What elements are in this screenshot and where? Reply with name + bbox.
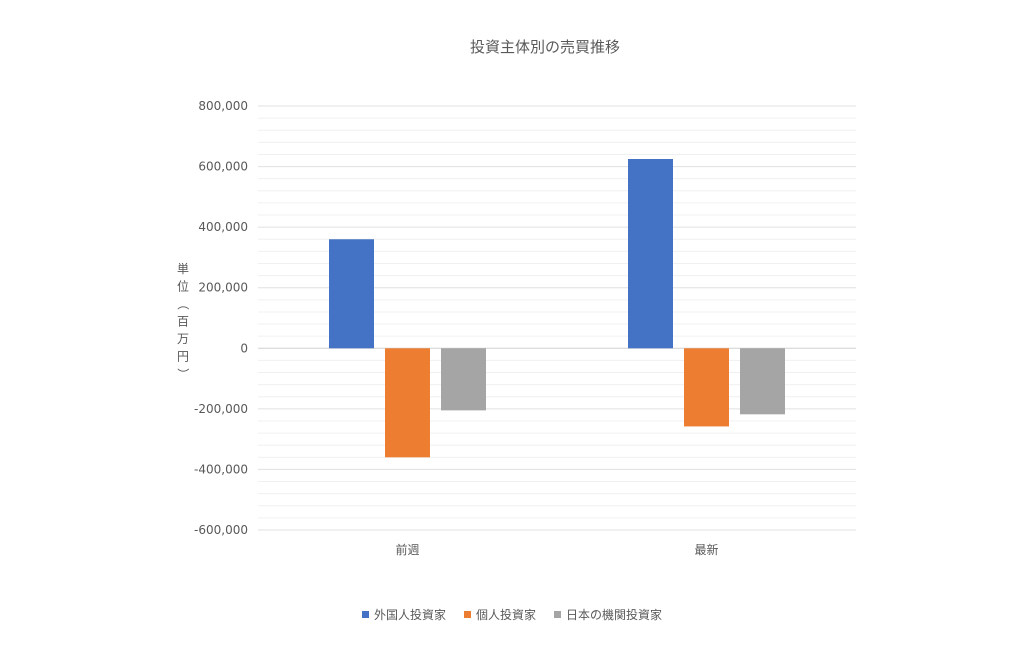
y-tick-label: -200,000 (194, 402, 248, 416)
x-axis-ticks: 前週 最新 (395, 542, 718, 557)
y-tick-label: 200,000 (198, 281, 248, 295)
y-tick-label: 400,000 (198, 220, 248, 234)
bar (628, 159, 673, 349)
y-axis-label-char: 万 (177, 332, 189, 346)
legend-label: 日本の機関投資家 (566, 608, 663, 622)
bars (329, 159, 785, 458)
y-axis-label-char: ） (176, 368, 190, 380)
y-axis-ticks: 800,000 600,000 400,000 200,000 0 -200,000 -40… (194, 99, 248, 537)
legend-swatch (463, 611, 471, 618)
legend-entry: 日本の機関投資家 (554, 606, 662, 623)
y-axis-label-char: 百 (177, 315, 189, 329)
legend-entry: 個人投資家 (463, 606, 536, 623)
x-tick-label: 最新 (694, 542, 718, 557)
gridlines (258, 105, 856, 531)
legend: 外国人投資家 個人投資家 日本の機関投資家 (0, 606, 1024, 623)
chart-title: 投資主体別の売買推移 (470, 38, 620, 56)
legend-label: 個人投資家 (475, 608, 536, 622)
bar (329, 239, 374, 349)
y-axis-label-char: 円 (177, 350, 189, 364)
y-axis-label-char: 位 (177, 279, 189, 294)
y-tick-label: 800,000 (198, 99, 248, 113)
legend-swatch (361, 611, 369, 618)
y-axis-label-char: 単 (177, 262, 189, 276)
legend-label: 外国人投資家 (373, 608, 446, 622)
x-tick-label: 前週 (395, 542, 419, 557)
bar (684, 348, 729, 427)
y-axis-label-char: （ (176, 298, 190, 310)
y-tick-label: -600,000 (194, 523, 248, 537)
legend-swatch (554, 611, 561, 618)
bar (441, 348, 486, 411)
legend-entry: 外国人投資家 (361, 606, 446, 623)
y-tick-label: -400,000 (194, 462, 248, 476)
bar (740, 348, 785, 415)
y-axis-label: 単位 （ 百万円 ） (176, 262, 190, 380)
bar (385, 348, 430, 458)
y-tick-label: 600,000 (198, 160, 248, 174)
y-tick-label: 0 (240, 341, 248, 355)
